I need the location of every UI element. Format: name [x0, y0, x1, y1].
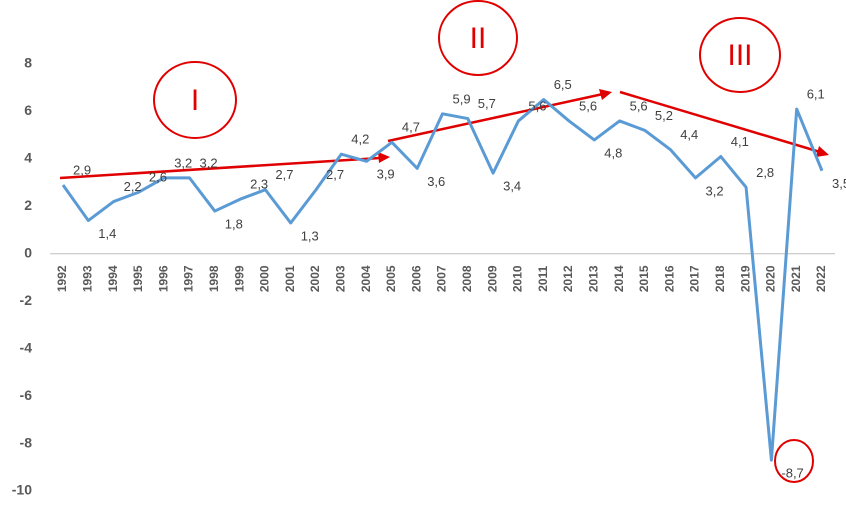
- value-label: 2,7: [326, 167, 344, 182]
- value-label: 3,4: [503, 179, 521, 194]
- x-tick-label: 2019: [738, 265, 752, 292]
- value-label: 2,2: [124, 179, 142, 194]
- annotation: III: [727, 39, 752, 72]
- highlight-circles: [153, 0, 814, 483]
- value-label: 3,6: [427, 174, 445, 189]
- value-label: 5,6: [528, 98, 546, 113]
- value-label: 4,2: [351, 132, 369, 147]
- x-tick-label: 2022: [814, 265, 828, 292]
- x-tick-label: 1993: [80, 265, 94, 292]
- y-tick-label: 4: [24, 150, 32, 166]
- annotation: II: [470, 22, 487, 55]
- x-tick-label: 2016: [662, 265, 676, 292]
- x-tick-label: 2012: [561, 265, 575, 292]
- x-tick-label: 1992: [55, 265, 69, 292]
- x-tick-label: 1997: [182, 265, 196, 292]
- x-tick-label: 1995: [131, 265, 145, 292]
- value-label: 5,2: [655, 108, 673, 123]
- x-tick-label: 2003: [333, 265, 347, 292]
- line-series: [61, 98, 824, 462]
- value-label: 2,6: [149, 170, 167, 185]
- x-tick-label: 2014: [612, 265, 626, 292]
- x-tick-label: 2007: [435, 265, 449, 292]
- value-label: 1,3: [301, 228, 319, 243]
- x-tick-label: 2018: [713, 265, 727, 292]
- value-label: 3,2: [200, 155, 218, 170]
- value-label: 5,6: [579, 98, 597, 113]
- value-label: 2,8: [756, 165, 774, 180]
- value-label: 3,2: [706, 183, 724, 198]
- x-tick-label: 2008: [460, 265, 474, 292]
- value-label: 6,5: [554, 77, 572, 92]
- x-tick-label: 1998: [207, 265, 221, 292]
- x-tick-label: 2006: [409, 265, 423, 292]
- x-tick-label: 2000: [258, 265, 272, 292]
- y-tick-label: -2: [20, 292, 33, 308]
- value-label: 6,1: [807, 87, 825, 102]
- annotation: I: [191, 84, 199, 117]
- value-label: 4,1: [731, 134, 749, 149]
- y-tick-label: 2: [24, 197, 32, 213]
- x-tick-label: 2001: [283, 265, 297, 292]
- value-label: -8,7: [781, 466, 803, 481]
- value-label: 3,2: [174, 155, 192, 170]
- x-tick-label: 2013: [586, 265, 600, 292]
- x-tick-label: 2005: [384, 265, 398, 292]
- x-tick-label: 2009: [485, 265, 499, 292]
- value-label: 3,5: [832, 176, 846, 191]
- value-label: 4,7: [402, 120, 420, 135]
- value-label: 2,9: [73, 162, 91, 177]
- y-tick-label: -4: [20, 339, 33, 355]
- value-label: 5,9: [453, 91, 471, 106]
- x-tick-label: 2010: [511, 265, 525, 292]
- x-tick-label: 2004: [359, 265, 373, 292]
- y-tick-label: 8: [24, 55, 32, 71]
- value-label: 1,4: [98, 226, 116, 241]
- x-tick-label: 2002: [308, 265, 322, 292]
- x-tick-label: 2017: [688, 265, 702, 292]
- y-tick-label: 0: [24, 244, 32, 260]
- x-tick-label: 2020: [764, 265, 778, 292]
- x-tick-label: 1999: [232, 265, 246, 292]
- x-tick-label: 1994: [106, 265, 120, 292]
- y-tick-label: -8: [20, 434, 33, 450]
- value-label: 2,7: [275, 167, 293, 182]
- x-tick-label: 2011: [536, 265, 550, 291]
- y-tick-label: 6: [24, 102, 32, 118]
- value-label: 5,7: [478, 96, 496, 111]
- value-label: 2,3: [250, 177, 268, 192]
- value-label: 3,9: [377, 167, 395, 182]
- value-label: 5,6: [630, 98, 648, 113]
- value-label: 1,8: [225, 217, 243, 232]
- y-tick-label: -6: [20, 387, 33, 403]
- y-tick-label: -10: [12, 482, 32, 498]
- value-label: 4,8: [604, 145, 622, 160]
- x-tick-label: 2021: [789, 265, 803, 292]
- value-label: 4,4: [680, 127, 698, 142]
- x-tick-label: 2015: [637, 265, 651, 292]
- x-tick-label: 1996: [156, 265, 170, 292]
- trend-arrows: [59, 89, 829, 180]
